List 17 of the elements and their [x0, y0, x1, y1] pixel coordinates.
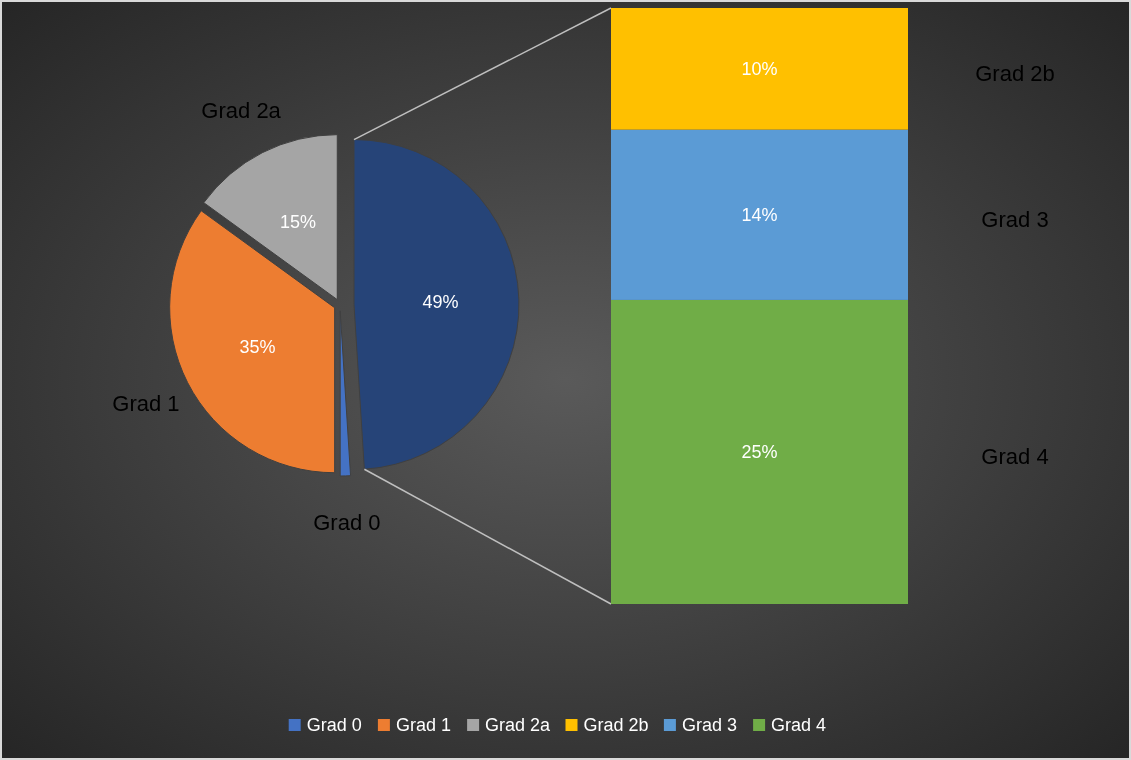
data-label: 49%: [422, 291, 459, 312]
legend-label: Grad 0: [306, 715, 362, 735]
legend-label: Grad 2a: [485, 715, 552, 735]
legend-label: Grad 2b: [583, 715, 649, 735]
slice-label: Grad 2a: [201, 98, 282, 124]
legend-label: Grad 1: [395, 715, 451, 735]
slice-label: Grad 1: [112, 391, 180, 417]
text: Grad 3: [981, 207, 1049, 233]
data-label: 35%: [239, 337, 276, 358]
data-label: 14%: [741, 204, 778, 225]
legend-label: Grad 4: [771, 715, 827, 735]
legend-label: Grad 3: [681, 715, 737, 735]
text: Grad 4: [981, 444, 1049, 470]
data-label: 25%: [741, 441, 778, 462]
data-label: 15%: [279, 212, 316, 233]
slice-label: Grad 0: [313, 510, 381, 536]
data-label: 10%: [741, 58, 778, 79]
